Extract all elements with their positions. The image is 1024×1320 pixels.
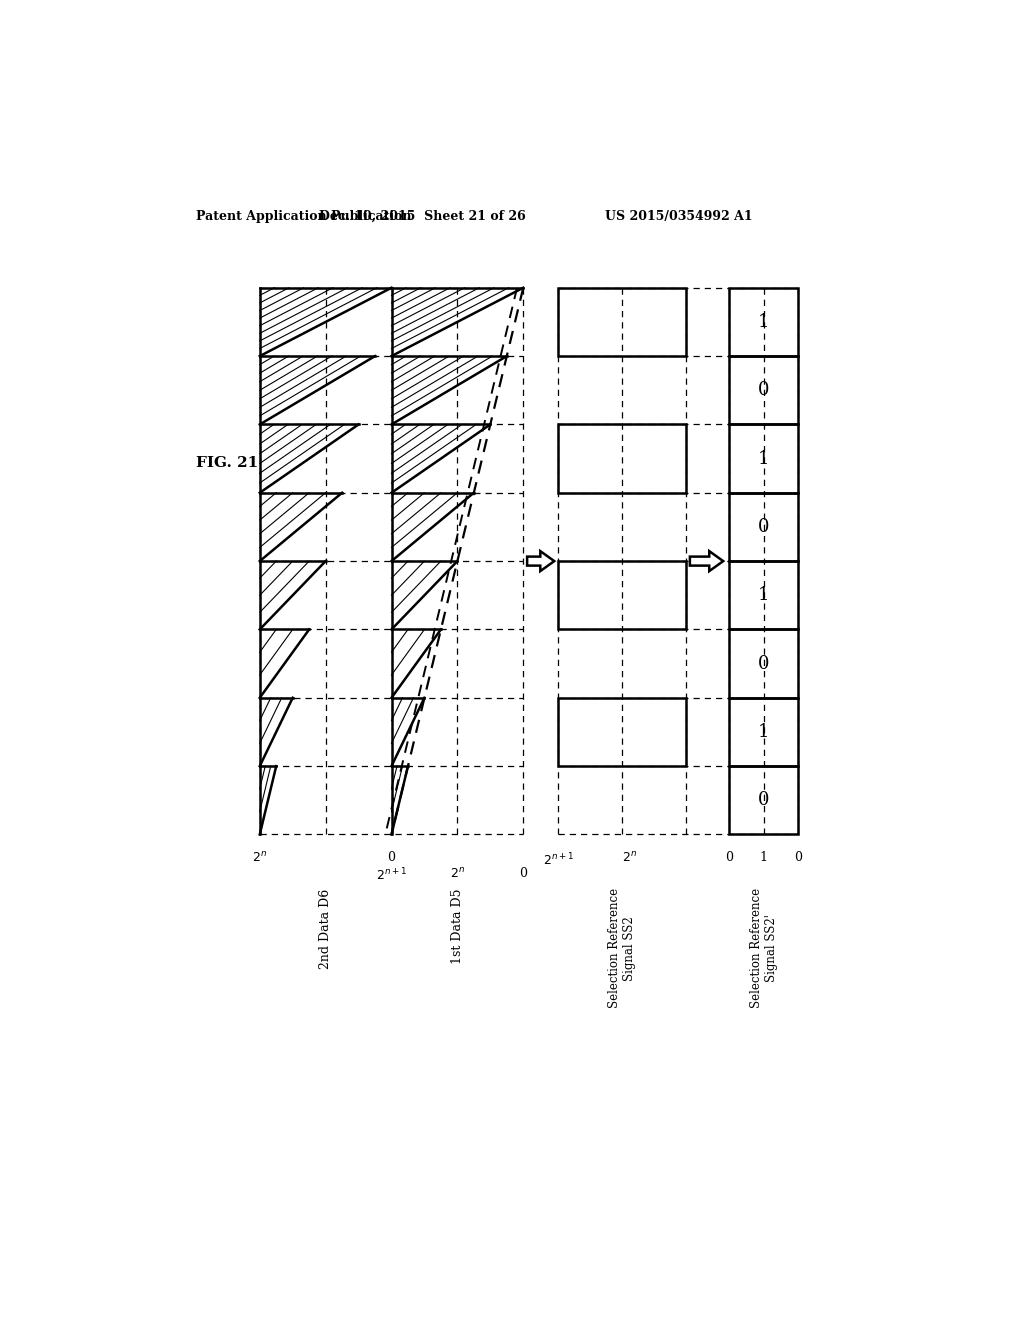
Text: $2^n$: $2^n$: [623, 851, 637, 866]
Text: 1st Data D5: 1st Data D5: [451, 888, 464, 964]
Bar: [558, 561, 686, 630]
Text: $2^{n+1}$: $2^{n+1}$: [543, 851, 573, 869]
Text: Selection Reference
Signal SS2: Selection Reference Signal SS2: [608, 888, 636, 1008]
Bar: [729, 425, 799, 492]
Text: $2^n$: $2^n$: [252, 851, 267, 866]
Bar: [558, 425, 686, 492]
Text: 0: 0: [387, 851, 395, 865]
Text: 0: 0: [758, 517, 769, 536]
Text: 0: 0: [519, 867, 527, 880]
Polygon shape: [690, 552, 723, 572]
Bar: [729, 288, 799, 356]
Text: Patent Application Publication: Patent Application Publication: [197, 210, 412, 223]
Bar: [558, 698, 686, 766]
Bar: [729, 356, 799, 425]
Bar: [558, 288, 686, 356]
Text: US 2015/0354992 A1: US 2015/0354992 A1: [604, 210, 753, 223]
Text: 1: 1: [758, 450, 769, 467]
Text: 1: 1: [760, 851, 768, 865]
Text: 1: 1: [758, 586, 769, 605]
Bar: [729, 561, 799, 630]
Bar: [729, 766, 799, 834]
Text: 0: 0: [758, 791, 769, 809]
Polygon shape: [527, 552, 554, 572]
Text: Selection Reference
Signal SS2': Selection Reference Signal SS2': [750, 888, 777, 1008]
Text: 0: 0: [758, 655, 769, 673]
Text: 2nd Data D6: 2nd Data D6: [319, 888, 332, 969]
Bar: [729, 492, 799, 561]
Text: 1: 1: [758, 723, 769, 741]
Text: Dec. 10, 2015  Sheet 21 of 26: Dec. 10, 2015 Sheet 21 of 26: [319, 210, 526, 223]
Text: 0: 0: [758, 381, 769, 399]
Text: 1: 1: [758, 313, 769, 331]
Text: FIG. 21: FIG. 21: [197, 455, 258, 470]
Text: $2^n$: $2^n$: [450, 867, 465, 880]
Text: 0: 0: [725, 851, 732, 865]
Text: 0: 0: [795, 851, 803, 865]
Bar: [729, 698, 799, 766]
Text: $2^{n+1}$: $2^{n+1}$: [376, 867, 408, 883]
Bar: [729, 630, 799, 698]
